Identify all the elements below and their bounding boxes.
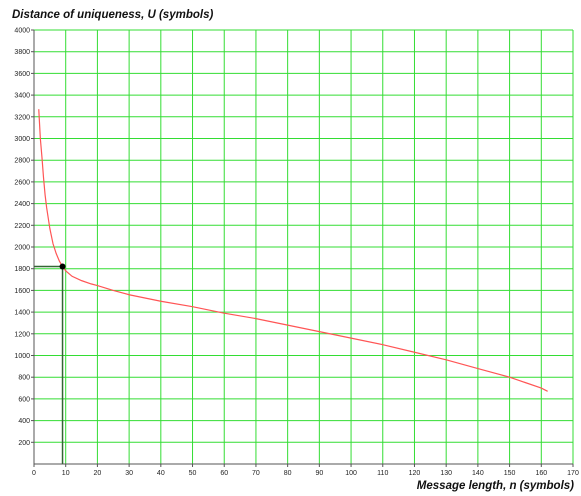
x-tick-label-70: 70 bbox=[252, 470, 260, 477]
x-tick-label-60: 60 bbox=[220, 470, 228, 477]
x-tick-label-170: 170 bbox=[567, 470, 579, 477]
y-tick-label-800: 800 bbox=[18, 375, 30, 382]
y-tick-label-1000: 1000 bbox=[14, 353, 30, 360]
highlight-point bbox=[59, 263, 66, 270]
x-tick-label-150: 150 bbox=[504, 470, 516, 477]
x-tick-label-50: 50 bbox=[189, 470, 197, 477]
y-tick-label-4000: 4000 bbox=[14, 28, 30, 35]
y-tick-label-2600: 2600 bbox=[14, 179, 30, 186]
y-tick-label-1400: 1400 bbox=[14, 310, 30, 317]
x-tick-label-30: 30 bbox=[125, 470, 133, 477]
x-axis-title: Message length, n (symbols) bbox=[417, 480, 574, 492]
x-tick-label-130: 130 bbox=[440, 470, 452, 477]
x-tick-label-120: 120 bbox=[409, 470, 421, 477]
x-tick-labels: 0 10 20 30 40 50 60 70 80 90 100 110 120 130 140 150 160… bbox=[32, 464, 579, 477]
series-layer bbox=[38, 109, 548, 392]
grid bbox=[34, 29, 574, 464]
y-tick-label-3800: 3800 bbox=[14, 49, 30, 56]
x-tick-label-40: 40 bbox=[157, 470, 165, 477]
x-tick-label-160: 160 bbox=[535, 470, 547, 477]
y-tick-label-3600: 3600 bbox=[14, 71, 30, 78]
x-tick-label-100: 100 bbox=[345, 470, 357, 477]
y-tick-label-200: 200 bbox=[18, 440, 30, 447]
y-tick-label-3400: 3400 bbox=[14, 93, 30, 100]
x-tick-label-0: 0 bbox=[32, 470, 36, 477]
series-line-0 bbox=[38, 109, 548, 392]
x-tick-label-90: 90 bbox=[315, 470, 323, 477]
y-tick-label-2800: 2800 bbox=[14, 158, 30, 165]
y-tick-labels: 200 400 600 800 1000 1200 1400 1600 1800 2000 2200… bbox=[14, 28, 34, 447]
y-tick-label-3000: 3000 bbox=[14, 136, 30, 143]
y-tick-label-2400: 2400 bbox=[14, 201, 30, 208]
highlight-guides bbox=[34, 265, 64, 464]
y-tick-label-1600: 1600 bbox=[14, 288, 30, 295]
y-tick-label-400: 400 bbox=[18, 418, 30, 425]
x-tick-label-80: 80 bbox=[284, 470, 292, 477]
x-tick-label-20: 20 bbox=[94, 470, 102, 477]
y-tick-label-1800: 1800 bbox=[14, 266, 30, 273]
x-tick-label-10: 10 bbox=[62, 470, 70, 477]
y-axis-title: Distance of uniqueness, U (symbols) bbox=[12, 9, 213, 21]
y-tick-label-2200: 2200 bbox=[14, 223, 30, 230]
y-tick-label-1200: 1200 bbox=[14, 331, 30, 338]
y-tick-label-3200: 3200 bbox=[14, 114, 30, 121]
y-tick-label-2000: 2000 bbox=[14, 245, 30, 252]
y-tick-label-600: 600 bbox=[18, 396, 30, 403]
x-tick-label-110: 110 bbox=[377, 470, 388, 477]
x-tick-label-140: 140 bbox=[472, 470, 484, 477]
